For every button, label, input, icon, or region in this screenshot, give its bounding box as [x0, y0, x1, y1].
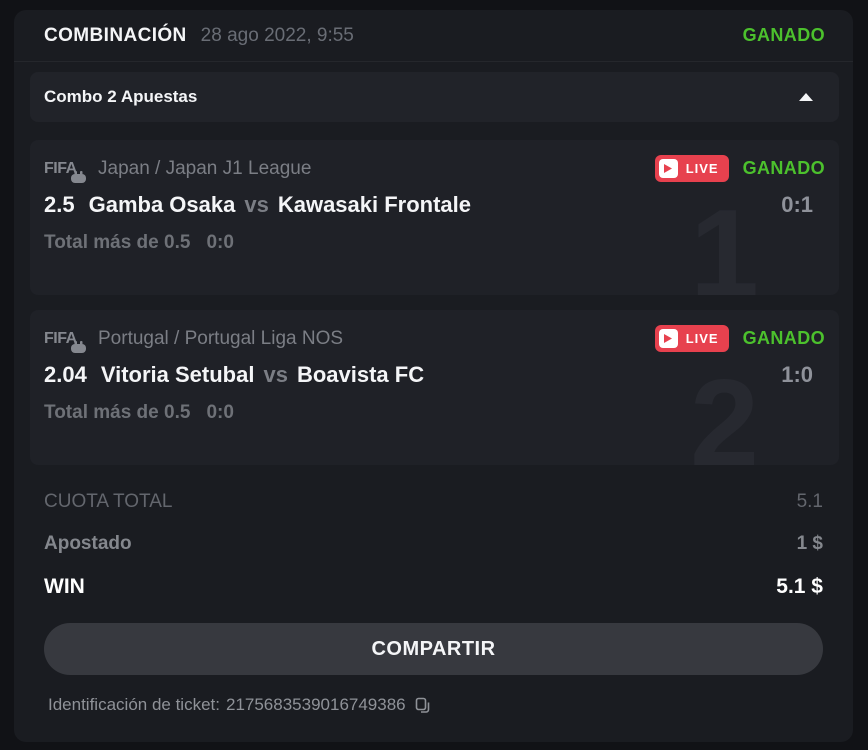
gamepad-icon: [71, 170, 86, 183]
bet-card-2: 2 FIFA Portugal / Portugal Liga NOS LIVE…: [30, 310, 839, 465]
bet-2-league-row: FIFA Portugal / Portugal Liga NOS LIVE G…: [44, 325, 825, 353]
market-score: 0:0: [206, 232, 234, 253]
fifa-esports-icon: FIFA: [44, 158, 88, 183]
bet-ticket-card: COMBINACIÓN 28 ago 2022, 9:55 GANADO Com…: [14, 10, 853, 742]
ticket-id-row: Identificación de ticket: 21756835390167…: [48, 695, 823, 715]
bet-2-market-row: Total más de 0.5 0:0: [44, 402, 825, 424]
stake-row: Apostado 1 $: [44, 523, 823, 565]
market-label: Total más de 0.5: [44, 402, 191, 423]
home-team: Gamba Osaka: [88, 192, 236, 217]
vs-label: vs: [263, 362, 288, 387]
away-team: Boavista FC: [296, 362, 425, 387]
ticket-date: 28 ago 2022, 9:55: [200, 24, 354, 46]
bet-odds: 2.04: [44, 362, 87, 387]
ticket-id-label: Identificación de ticket:: [48, 695, 220, 714]
stake-value: 1 $: [796, 533, 823, 554]
live-badge: LIVE: [654, 325, 729, 352]
bet-card-1: 1 FIFA Japan / Japan J1 League LIVE GANA…: [30, 140, 839, 295]
home-team: Vitoria Setubal: [100, 362, 255, 387]
share-button[interactable]: COMPARTIR: [44, 623, 823, 675]
bet-1-league-row: FIFA Japan / Japan J1 League LIVE GANADO: [44, 155, 825, 183]
win-label: WIN: [44, 575, 85, 598]
combo-label: Combo 2 Apuestas: [44, 87, 198, 106]
total-odds-row: CUOTA TOTAL 5.1: [44, 481, 823, 523]
fifa-esports-icon: FIFA: [44, 328, 88, 353]
bet-2-title-row: 2.04 Vitoria Setubal vs Boavista FC 1:0: [44, 362, 825, 388]
live-badge: LIVE: [654, 155, 729, 182]
play-icon: [658, 329, 678, 348]
match-score: 1:0: [781, 362, 813, 387]
bet-status-badge: GANADO: [742, 328, 825, 348]
ticket-status-badge: GANADO: [742, 25, 825, 45]
win-row: WIN 5.1 $: [44, 565, 823, 609]
bet-league: Portugal / Portugal Liga NOS: [98, 327, 344, 349]
bet-league: Japan / Japan J1 League: [98, 157, 312, 179]
chevron-up-icon[interactable]: [799, 93, 813, 101]
ticket-header: COMBINACIÓN 28 ago 2022, 9:55 GANADO: [14, 10, 853, 62]
market-label: Total más de 0.5: [44, 232, 191, 253]
market-score: 0:0: [206, 402, 234, 423]
total-odds-value: 5.1: [796, 491, 823, 512]
gamepad-icon: [71, 340, 86, 353]
stake-label: Apostado: [44, 533, 132, 554]
play-icon: [658, 159, 678, 178]
copy-icon[interactable]: [414, 697, 431, 714]
ticket-id-value: 2175683539016749386: [225, 695, 406, 714]
bet-odds: 2.5: [44, 192, 75, 217]
total-odds-label: CUOTA TOTAL: [44, 491, 173, 512]
ticket-summary: CUOTA TOTAL 5.1 Apostado 1 $ WIN 5.1 $: [14, 465, 853, 609]
combo-toggle-bar[interactable]: Combo 2 Apuestas: [30, 72, 839, 122]
ticket-type-title: COMBINACIÓN: [44, 24, 187, 46]
bet-1-market-row: Total más de 0.5 0:0: [44, 232, 825, 254]
away-team: Kawasaki Frontale: [277, 192, 472, 217]
bet-status-badge: GANADO: [742, 158, 825, 178]
win-value: 5.1 $: [776, 575, 823, 598]
bet-1-title-row: 2.5 Gamba Osaka vs Kawasaki Frontale 0:1: [44, 192, 825, 218]
vs-label: vs: [244, 192, 269, 217]
match-score: 0:1: [781, 192, 813, 217]
